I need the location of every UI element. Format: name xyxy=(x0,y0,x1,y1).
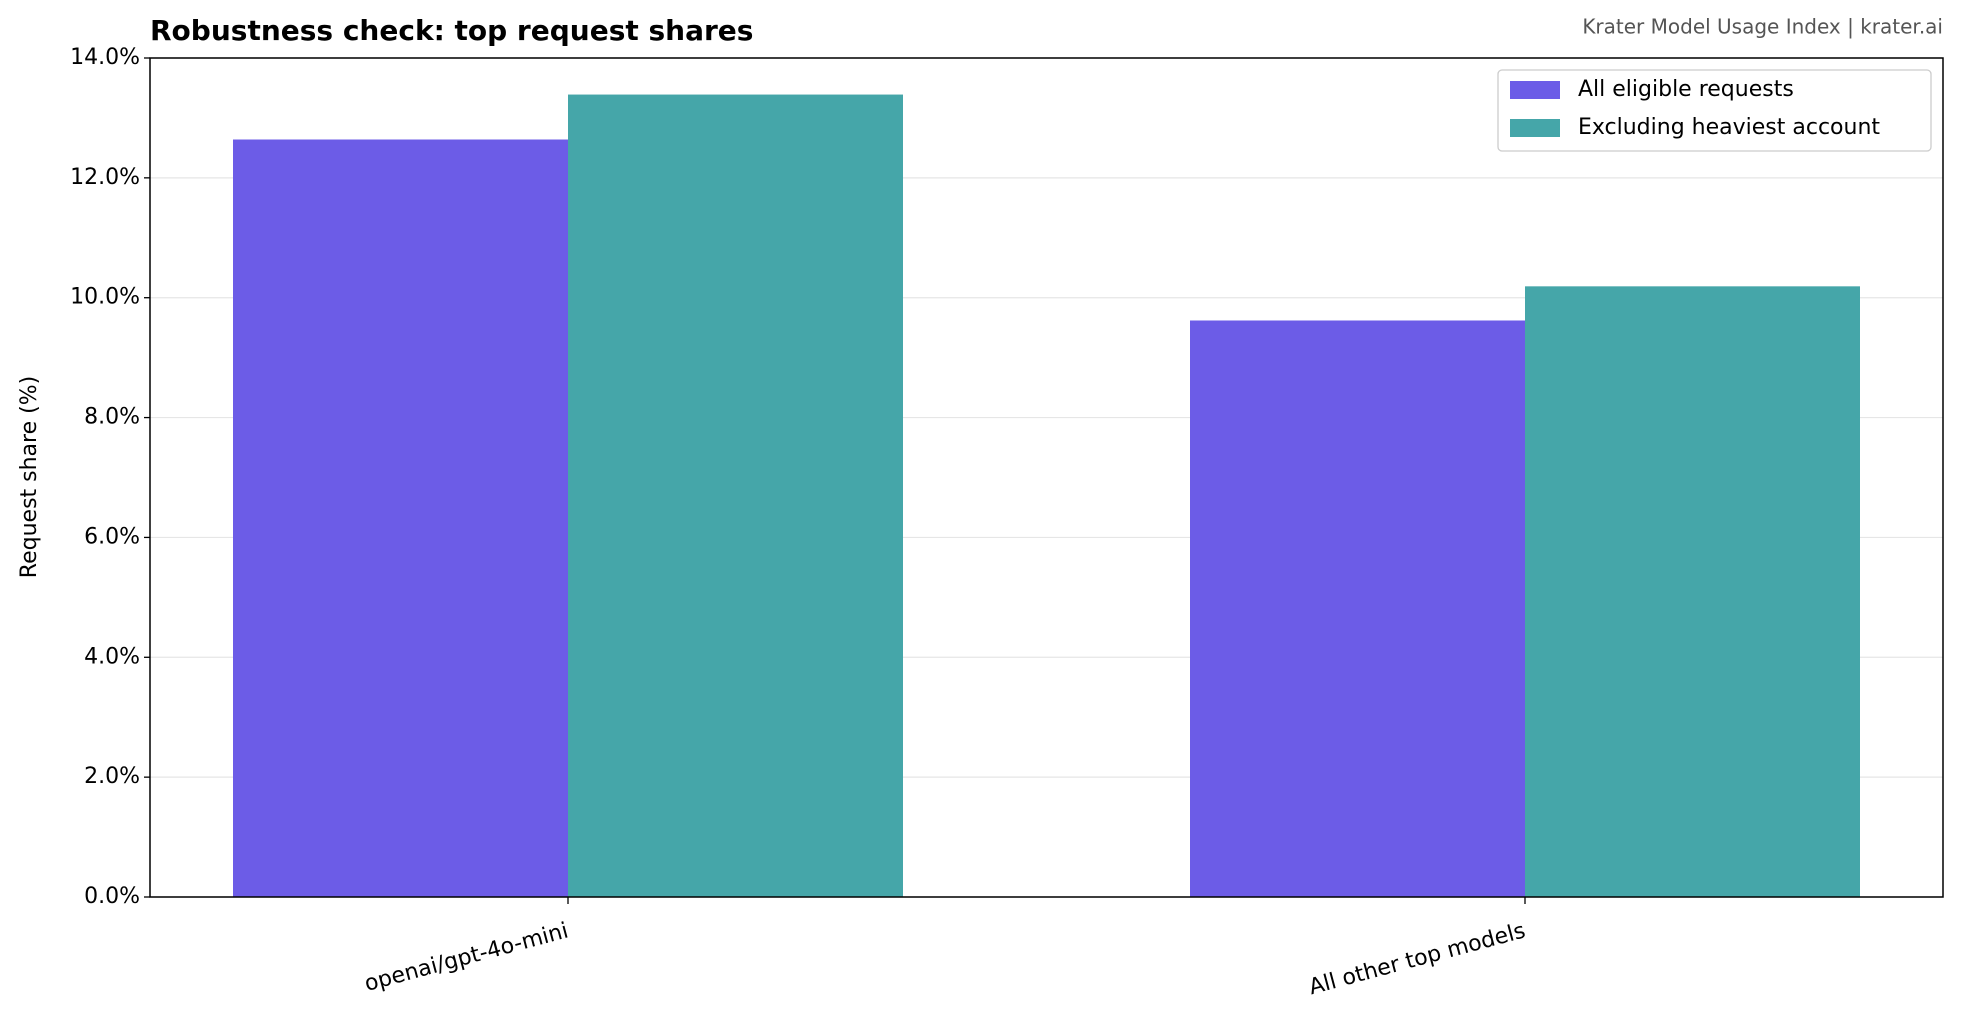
x-tick-label: openai/gpt-4o-mini xyxy=(362,918,571,996)
source-note: Krater Model Usage Index | krater.ai xyxy=(1582,15,1943,39)
legend-label: Excluding heaviest account xyxy=(1578,115,1880,140)
y-tick-label: 4.0% xyxy=(84,644,140,669)
y-tick-label: 14.0% xyxy=(70,45,140,70)
bar xyxy=(233,139,568,897)
y-tick-label: 6.0% xyxy=(84,524,140,549)
plot-frame xyxy=(149,57,1944,898)
x-tick-label: All other top models xyxy=(1306,918,1528,1000)
bar xyxy=(1190,320,1525,897)
legend-label: All eligible requests xyxy=(1578,77,1794,102)
bar xyxy=(1525,286,1860,897)
legend-box xyxy=(1497,69,1932,152)
chart-title: Robustness check: top request shares xyxy=(150,14,753,47)
y-tick-label: 10.0% xyxy=(70,285,140,310)
y-tick-label: 12.0% xyxy=(70,165,140,190)
legend-swatch xyxy=(1510,81,1560,99)
y-tick-label: 2.0% xyxy=(84,764,140,789)
legend-swatch xyxy=(1510,119,1560,137)
y-tick-label: 0.0% xyxy=(84,884,140,909)
y-axis-label: Request share (%) xyxy=(17,376,42,578)
y-tick-label: 8.0% xyxy=(84,405,140,430)
bar xyxy=(568,94,903,898)
